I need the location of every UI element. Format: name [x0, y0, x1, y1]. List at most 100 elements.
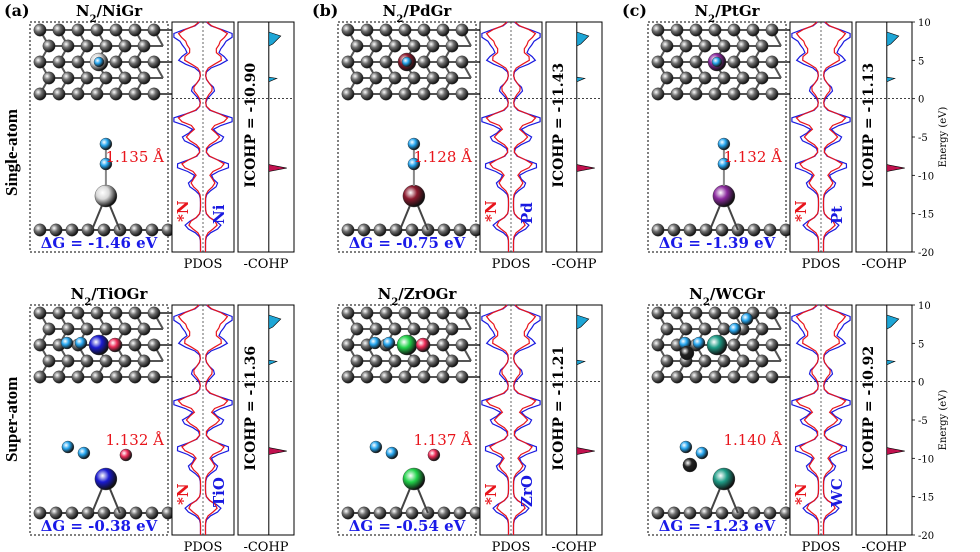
nitrogen-atom	[77, 446, 91, 460]
carbon-atom	[763, 223, 777, 237]
carbon-atom	[379, 23, 393, 37]
carbon-atom	[99, 39, 113, 53]
carbon-atom	[436, 338, 450, 352]
carbon-atom	[698, 39, 712, 53]
carbon-atom	[455, 23, 469, 37]
carbon-atom	[765, 338, 779, 352]
carbon-atom	[128, 338, 142, 352]
carbon-atom	[52, 306, 66, 320]
carbon-atom	[360, 87, 374, 101]
carbon-atom	[137, 71, 151, 85]
carbon-atom	[717, 322, 731, 336]
carbon-atom	[129, 506, 143, 520]
carbon-atom	[436, 23, 450, 37]
carbon-atom	[341, 306, 355, 320]
carbon-atom	[147, 370, 161, 384]
carbon-atom	[33, 338, 47, 352]
n2-label: *N	[792, 483, 810, 505]
carbon-atom	[357, 506, 371, 520]
cohp-peak	[576, 164, 595, 172]
carbon-atom	[360, 370, 374, 384]
carbon-atom	[421, 506, 435, 520]
carbon-atom	[651, 87, 665, 101]
carbon-atom	[398, 87, 412, 101]
nitrogen-atom	[369, 440, 383, 454]
cohp-peak	[576, 447, 595, 455]
metal-label: WC	[828, 478, 846, 508]
carbon-atom	[80, 354, 94, 368]
metal-atom-side	[94, 184, 118, 208]
metal-label: TiO	[210, 477, 228, 507]
carbon-atom	[436, 370, 450, 384]
carbon-atom	[426, 322, 440, 336]
oxygen-atom	[415, 337, 431, 353]
nitrogen-atom	[99, 157, 113, 171]
carbon-atom	[746, 370, 760, 384]
carbon-atom	[683, 223, 697, 237]
carbon-atom	[128, 87, 142, 101]
carbon-atom	[453, 506, 467, 520]
carbon-atom	[341, 370, 355, 384]
carbon-atom	[651, 55, 665, 69]
carbon-atom	[747, 506, 761, 520]
cohp-frame	[237, 304, 295, 536]
carbon-atom	[398, 306, 412, 320]
carbon-atom	[747, 223, 761, 237]
metal-label: Pt	[828, 206, 846, 224]
cohp-peak	[576, 359, 586, 366]
carbon-atom	[147, 55, 161, 69]
metal-atom	[396, 334, 418, 356]
carbon-atom	[350, 39, 364, 53]
carbon-atom	[715, 223, 729, 237]
pdos-axis-label: PDOS	[184, 257, 223, 272]
carbon-atom	[717, 39, 731, 53]
carbon-atom	[765, 55, 779, 69]
carbon-atom	[341, 87, 355, 101]
pdos-axis-label: PDOS	[492, 540, 531, 552]
carbon-atom	[455, 370, 469, 384]
carbon-atom	[145, 506, 159, 520]
metal-label: ZrO	[518, 475, 536, 507]
carbon-atom	[113, 223, 127, 237]
carbon-atom	[698, 71, 712, 85]
cohp-frame	[855, 21, 913, 253]
carbon-atom	[445, 322, 459, 336]
carbon-atom	[651, 223, 665, 237]
carbon-atom	[689, 87, 703, 101]
cohp-peak	[886, 447, 905, 455]
carbon-atom	[71, 370, 85, 384]
carbon-atom	[42, 71, 56, 85]
energy-axis-label: Energy (eV)	[938, 107, 949, 168]
carbon-atom	[436, 55, 450, 69]
carbon-atom	[128, 306, 142, 320]
cohp-peak	[268, 76, 278, 83]
nitrogen-atom	[679, 440, 693, 454]
carbon-atom	[755, 354, 769, 368]
carbon-atom	[81, 223, 95, 237]
carbon-atom	[699, 223, 713, 237]
carbon-atom	[360, 306, 374, 320]
y-tick-label: -20	[918, 248, 934, 259]
carbon-atom	[731, 223, 745, 237]
icohp-value: ICOHP = -10.90	[243, 63, 259, 188]
carbon-atom	[97, 223, 111, 237]
carbon-atom	[80, 322, 94, 336]
panel-b-bot: N2/ZrOGr 1.137 Å ΔG = -0.54 eV *N ZrO PDOS ICO…	[337, 285, 603, 552]
cohp-peak	[576, 76, 586, 83]
carbon-atom	[52, 87, 66, 101]
y-tick-label: 0	[918, 378, 924, 389]
cohp-axis-label: -COHP	[551, 257, 596, 272]
carbon-atom	[765, 23, 779, 37]
carbon-atom	[61, 354, 75, 368]
nitrogen-atom	[368, 336, 382, 350]
carbon-atom	[651, 338, 665, 352]
carbon-atom	[727, 338, 741, 352]
cohp-frame	[545, 21, 603, 253]
carbon-atom	[388, 71, 402, 85]
bond-length: 1.137 Å	[413, 431, 472, 449]
icohp-value: ICOHP = -11.36	[243, 346, 259, 471]
nitrogen-atom	[695, 446, 709, 460]
cohp-frame	[855, 304, 913, 536]
carbon-atom	[52, 23, 66, 37]
